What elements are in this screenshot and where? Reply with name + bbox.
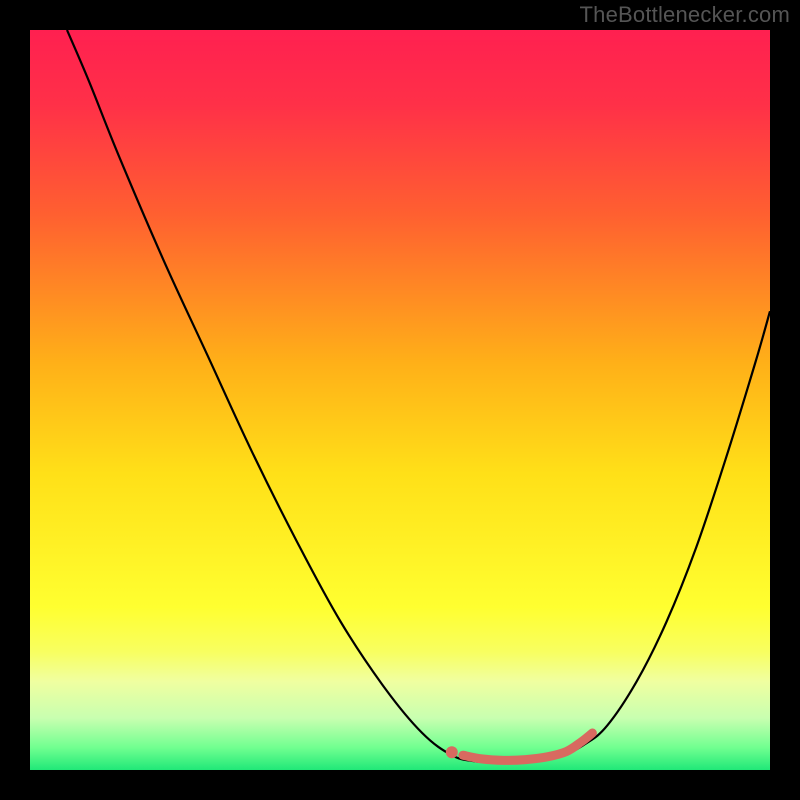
- attribution-text: TheBottlenecker.com: [580, 2, 790, 28]
- chart-frame: TheBottlenecker.com: [0, 0, 800, 800]
- plot-area: [30, 30, 770, 770]
- optimal-point-marker: [446, 746, 458, 758]
- bottleneck-chart-svg: [30, 30, 770, 770]
- chart-background: [30, 30, 770, 770]
